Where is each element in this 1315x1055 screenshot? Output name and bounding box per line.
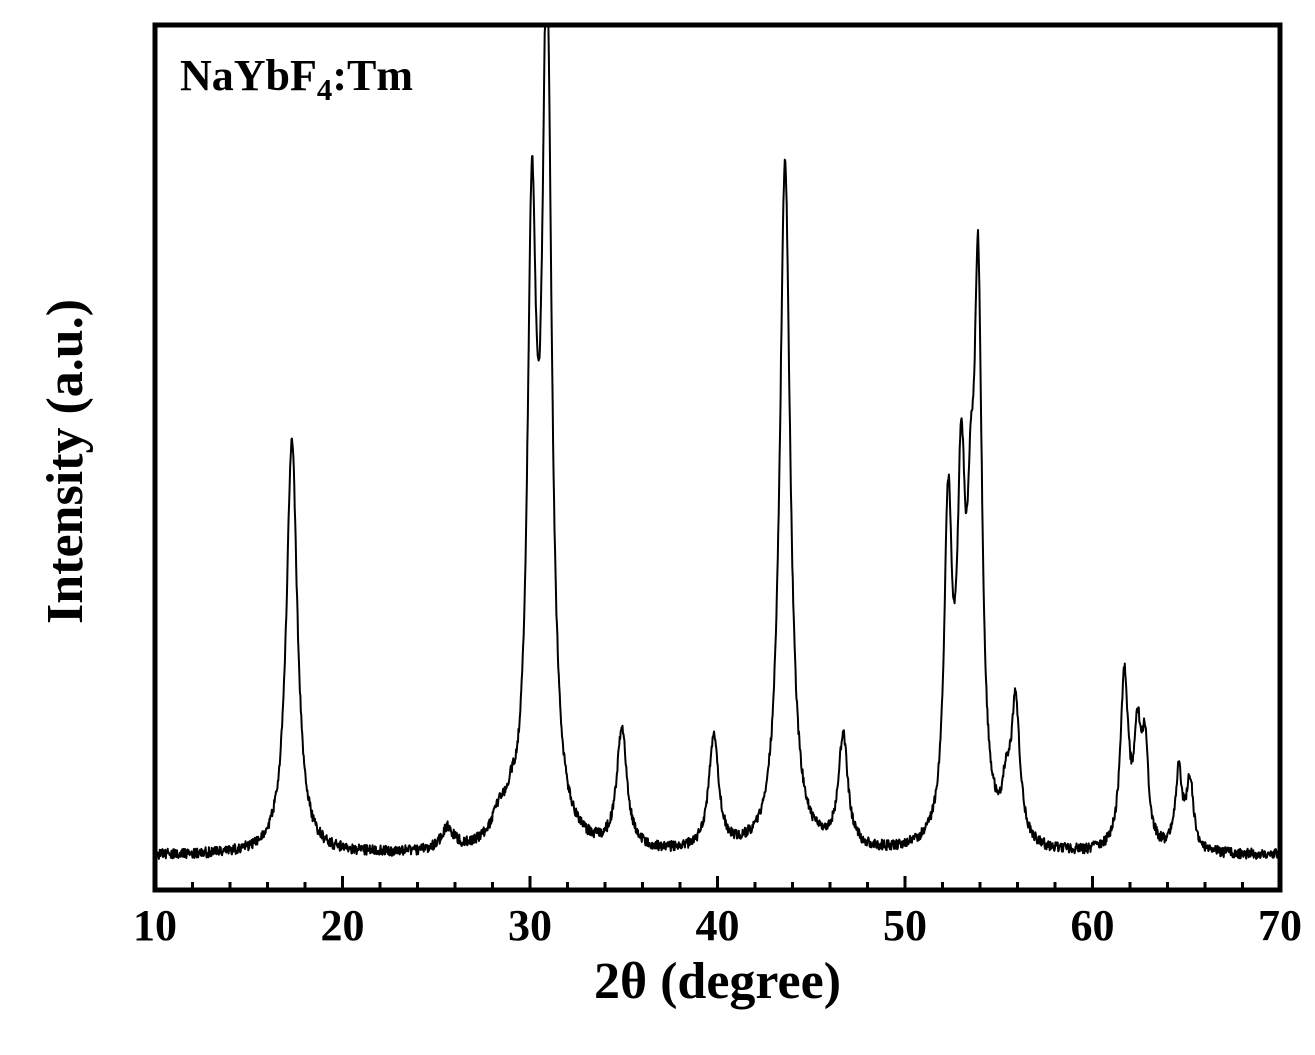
legend-post: :Tm bbox=[332, 51, 413, 100]
x-tick-label: 70 bbox=[1258, 901, 1302, 950]
x-tick-label: 20 bbox=[321, 901, 365, 950]
legend-sub: 4 bbox=[317, 73, 332, 107]
x-tick-label: 10 bbox=[133, 901, 177, 950]
chart-svg: 10 20 30 40 50 60 70 bbox=[0, 0, 1315, 1055]
x-tick-label: 60 bbox=[1071, 901, 1115, 950]
legend-label: NaYbF4:Tm bbox=[180, 50, 413, 108]
y-axis-label: Intensity (a.u.) bbox=[36, 29, 95, 894]
legend-pre: NaYbF bbox=[180, 51, 317, 100]
x-tick-label: 30 bbox=[508, 901, 552, 950]
xrd-chart: 10 20 30 40 50 60 70 Intensity (a.u.) 2θ (degr… bbox=[0, 0, 1315, 1055]
xrd-trace bbox=[155, 25, 1280, 859]
x-tick-label: 50 bbox=[883, 901, 927, 950]
x-tick-label: 40 bbox=[696, 901, 740, 950]
x-axis-label: 2θ (degree) bbox=[155, 952, 1280, 1011]
